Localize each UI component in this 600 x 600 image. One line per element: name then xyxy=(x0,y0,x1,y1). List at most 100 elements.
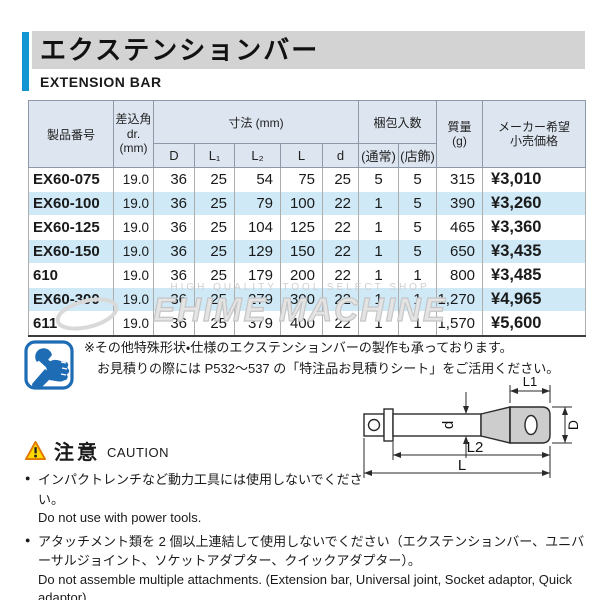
cell-packing-normal: 1 xyxy=(358,263,399,288)
cell-dim-d: 25 xyxy=(322,167,359,192)
col-header-packing-qty: 梱包入数 xyxy=(357,100,438,144)
cell-dim-d: 22 xyxy=(322,311,359,336)
cell-dim-L2: 179 xyxy=(234,263,281,288)
cell-packing-normal: 5 xyxy=(358,167,399,192)
cell-weight: 465 xyxy=(436,215,484,240)
cell-dim-L: 200 xyxy=(280,263,323,288)
cell-dim-L1: 25 xyxy=(194,311,235,336)
cell-product-number: 610 xyxy=(28,263,114,288)
caution-title-jp: 注意 xyxy=(54,442,100,464)
cell-weight: 1,570 xyxy=(436,311,484,336)
cell-price: ¥3,485 xyxy=(482,263,587,288)
cell-dim-D: 36 xyxy=(153,263,195,288)
cell-product-number: EX60-100 xyxy=(28,191,114,216)
caution-section: 注意 CAUTION ● インパクトレンチなど動力工具には使用しないでください。… xyxy=(24,436,586,600)
diagram-label-L2: L2 xyxy=(467,439,484,456)
cell-drive-size: 19.0 xyxy=(113,263,154,288)
col-header-packing-normal: (通常) xyxy=(358,143,399,168)
cell-product-number: EX60-125 xyxy=(28,215,114,240)
cell-drive-size: 19.0 xyxy=(113,239,154,264)
cell-weight: 800 xyxy=(436,263,484,288)
cell-drive-size: 19.0 xyxy=(113,167,154,192)
caution-item: ● アタッチメント類を 2 個以上連結して使用しないでください（エクステンション… xyxy=(24,532,586,600)
cell-price: ¥3,435 xyxy=(482,239,587,264)
col-header-weight: 質量 (g) xyxy=(436,100,484,168)
cell-dim-L1: 25 xyxy=(194,191,235,216)
cell-dim-L2: 54 xyxy=(234,167,281,192)
cell-dim-L1: 25 xyxy=(194,167,235,192)
table-row: EX60-150 19.0 36 25 129 150 22 1 5 650 ¥… xyxy=(28,239,587,264)
cell-dim-D: 36 xyxy=(153,311,195,336)
cell-packing-display: 1 xyxy=(397,263,438,288)
cell-packing-normal: 1 xyxy=(358,239,399,264)
cell-dim-d: 22 xyxy=(322,215,359,240)
cell-dim-L2: 79 xyxy=(234,191,281,216)
accent-bar xyxy=(22,32,29,91)
wrench-hand-icon xyxy=(24,340,74,390)
bullet-icon: ● xyxy=(25,473,31,483)
cell-drive-size: 19.0 xyxy=(113,311,154,336)
cell-dim-L1: 25 xyxy=(194,239,235,264)
table-row: 611 19.0 36 25 379 400 22 1 1 1,570 ¥5,6… xyxy=(28,311,587,336)
table-body: EX60-075 19.0 36 25 54 75 25 5 5 315 ¥3,… xyxy=(28,167,587,336)
cell-weight: 315 xyxy=(436,167,484,192)
product-spec-table: 製品番号 差込角 dr. (mm) 寸法 (mm) 梱包入数 質量 (g) メー… xyxy=(28,100,587,337)
note-text: ※その他特殊形状・仕様のエクステンションバーの製作も承っております。 お見積りの… xyxy=(84,337,584,379)
col-header-dim-L2: L₂ xyxy=(234,143,281,168)
caution-text-en: Do not assemble multiple attachments. (E… xyxy=(38,571,572,600)
cell-weight: 390 xyxy=(436,191,484,216)
cell-price: ¥3,260 xyxy=(482,191,587,216)
cell-packing-normal: 1 xyxy=(358,311,399,336)
cell-dim-L1: 25 xyxy=(194,215,235,240)
cell-price: ¥5,600 xyxy=(482,311,587,336)
caution-title-en: CAUTION xyxy=(107,444,169,460)
cell-drive-size: 19.0 xyxy=(113,191,154,216)
cell-dim-L: 400 xyxy=(280,311,323,336)
cell-product-number: 611 xyxy=(28,311,114,336)
cell-price: ¥3,360 xyxy=(482,215,587,240)
cell-dim-L1: 25 xyxy=(194,287,235,312)
cell-product-number: EX60-300 xyxy=(28,287,114,312)
cell-dim-D: 36 xyxy=(153,287,195,312)
cell-dim-L1: 25 xyxy=(194,263,235,288)
table-row: EX60-300 19.0 36 25 279 300 22 1 1 1,270… xyxy=(28,287,587,312)
cell-dim-L2: 279 xyxy=(234,287,281,312)
cell-dim-L2: 104 xyxy=(234,215,281,240)
cell-product-number: EX60-150 xyxy=(28,239,114,264)
caution-text-jp: アタッチメント類を 2 個以上連結して使用しないでください（エクステンションバー… xyxy=(38,533,585,569)
diagram-label-L1: L1 xyxy=(523,376,537,389)
cell-dim-L: 75 xyxy=(280,167,323,192)
page-title: エクステンションバー xyxy=(32,31,585,69)
cell-packing-display: 1 xyxy=(397,311,438,336)
cell-dim-d: 22 xyxy=(322,287,359,312)
cell-packing-display: 5 xyxy=(397,215,438,240)
note-line-1: ※その他特殊形状・仕様のエクステンションバーの製作も承っております。 xyxy=(84,340,513,355)
cell-packing-normal: 1 xyxy=(358,191,399,216)
caution-text-jp: インパクトレンチなど動力工具には使用しないでください。 xyxy=(38,472,363,507)
table-row: EX60-125 19.0 36 25 104 125 22 1 5 465 ¥… xyxy=(28,215,587,240)
cell-packing-display: 5 xyxy=(397,167,438,192)
table-row: EX60-075 19.0 36 25 54 75 25 5 5 315 ¥3,… xyxy=(28,167,587,192)
col-header-msrp: メーカー希望 小売価格 xyxy=(482,100,587,168)
cell-price: ¥4,965 xyxy=(482,287,587,312)
cell-dim-L: 125 xyxy=(280,215,323,240)
table-header: 製品番号 差込角 dr. (mm) 寸法 (mm) 梱包入数 質量 (g) メー… xyxy=(28,100,587,168)
cell-packing-normal: 1 xyxy=(358,287,399,312)
extension-bar-diagram: L1 d D L2 L xyxy=(363,376,581,478)
cell-dim-d: 22 xyxy=(322,263,359,288)
cell-dim-d: 22 xyxy=(322,191,359,216)
page-header: エクステンションバー EXTENSION BAR xyxy=(22,31,585,91)
cell-packing-normal: 1 xyxy=(358,215,399,240)
cell-dim-L: 300 xyxy=(280,287,323,312)
caution-heading: 注意 CAUTION xyxy=(24,436,586,465)
cell-dim-D: 36 xyxy=(153,167,195,192)
cell-packing-display: 1 xyxy=(397,287,438,312)
cell-dim-L: 150 xyxy=(280,239,323,264)
page-subtitle: EXTENSION BAR xyxy=(40,74,162,90)
col-header-dimensions: 寸法 (mm) xyxy=(153,100,359,144)
cell-drive-size: 19.0 xyxy=(113,215,154,240)
cell-packing-display: 5 xyxy=(397,191,438,216)
cell-dim-D: 36 xyxy=(153,239,195,264)
caution-text-en: Do not use with power tools. xyxy=(38,510,202,525)
